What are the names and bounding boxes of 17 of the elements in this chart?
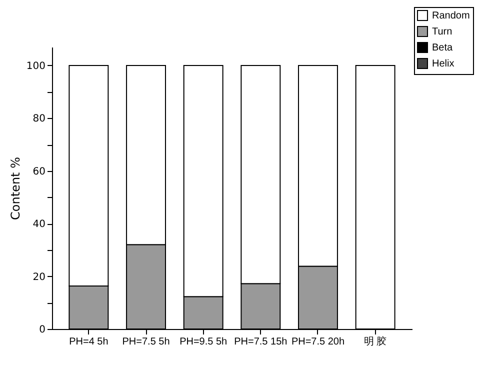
y-axis-title: Content % (8, 157, 22, 220)
legend-label: Beta (432, 42, 454, 54)
x-tick-label: PH=7.5 20h (291, 336, 345, 348)
y-tick-label: 100 (26, 60, 46, 72)
y-tick-label: 40 (32, 219, 46, 230)
legend-label: Turn (432, 26, 452, 38)
x-tick-label: PH=7.5 15h (234, 336, 288, 348)
x-tick-label: PH=4 5h (69, 336, 108, 348)
legend-label: Random (432, 10, 470, 22)
x-tick-label: PH=7.5 5h (122, 336, 170, 348)
legend-label: Helix (432, 58, 454, 70)
y-tick-label: 0 (39, 324, 46, 336)
y-tick-label: 20 (32, 272, 46, 283)
x-tick-label: PH=9.5 5h (180, 336, 228, 348)
x-tick-label: 明 胶 (364, 336, 387, 348)
y-tick-label: 60 (32, 166, 46, 178)
y-tick-label: 80 (32, 114, 46, 125)
